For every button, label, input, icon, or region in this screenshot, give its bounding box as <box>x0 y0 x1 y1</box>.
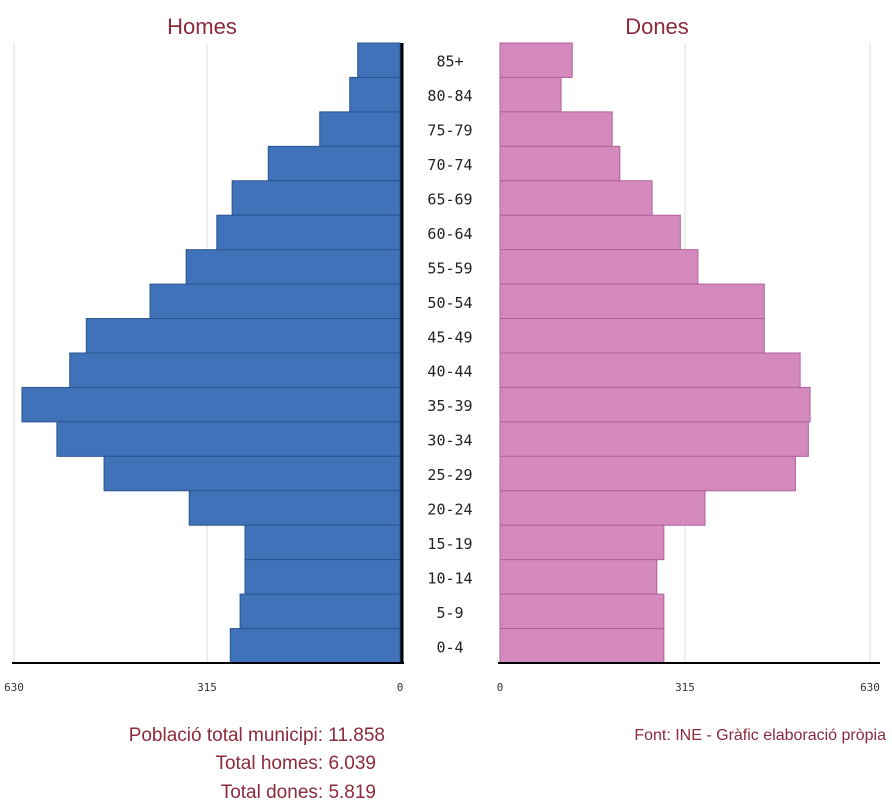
bar <box>499 455 796 492</box>
category-label: 20-24 <box>427 501 472 519</box>
note: Total dones: 5.819 <box>221 782 376 803</box>
bar <box>69 352 401 388</box>
bar <box>349 76 401 113</box>
bar <box>499 214 681 251</box>
category-label: 15-19 <box>427 535 472 553</box>
category-label: 75-79 <box>427 122 472 140</box>
source: Font: INE - Gràfic elaboració pròpia <box>634 727 886 744</box>
bar <box>185 249 401 285</box>
bar <box>499 628 665 664</box>
bar <box>499 145 621 182</box>
bar <box>499 318 765 354</box>
category-label: 35-39 <box>427 397 472 415</box>
x-tick-label: 630 <box>4 681 24 694</box>
bar <box>499 593 665 630</box>
bar <box>319 111 401 147</box>
category-label: 25-29 <box>427 466 472 484</box>
bar <box>499 524 665 561</box>
x-tick-label: 630 <box>860 681 880 694</box>
bar <box>85 318 401 354</box>
x-tick-label: 0 <box>397 681 404 694</box>
bar <box>229 628 401 664</box>
bar <box>357 42 401 78</box>
bar <box>499 180 653 216</box>
bar <box>499 559 658 595</box>
left-title: Homes <box>167 14 237 39</box>
category-label: 45-49 <box>427 328 472 346</box>
category-label: 70-74 <box>427 156 472 174</box>
bar <box>499 490 706 526</box>
category-label: 30-34 <box>427 432 472 450</box>
bar <box>149 283 401 320</box>
right-title: Dones <box>625 14 689 39</box>
bar <box>499 421 809 457</box>
category-label: 60-64 <box>427 225 472 243</box>
category-label: 55-59 <box>427 259 472 277</box>
category-label: 85+ <box>436 53 463 71</box>
bar <box>244 559 401 595</box>
bar <box>56 421 401 457</box>
bar <box>267 145 401 182</box>
category-label: 5-9 <box>436 604 463 622</box>
bar <box>499 111 613 147</box>
category-label: 80-84 <box>427 87 472 105</box>
bar <box>499 249 699 285</box>
bar <box>188 490 401 526</box>
bar <box>239 593 401 630</box>
category-label: 0-4 <box>436 638 463 656</box>
bar <box>499 42 573 78</box>
bar <box>231 180 401 216</box>
bar <box>499 283 765 320</box>
category-label: 10-14 <box>427 569 472 587</box>
bar <box>499 386 811 423</box>
category-label: 65-69 <box>427 191 472 209</box>
x-tick-label: 315 <box>675 681 695 694</box>
category-label: 50-54 <box>427 294 472 312</box>
bar <box>244 524 401 561</box>
bar <box>499 76 562 113</box>
x-tick-label: 0 <box>497 681 504 694</box>
bar <box>103 455 401 492</box>
bar <box>499 352 801 388</box>
bar <box>21 386 401 423</box>
category-label: 40-44 <box>427 363 472 381</box>
x-tick-label: 315 <box>197 681 217 694</box>
note: Total homes: 6.039 <box>215 753 376 774</box>
bar <box>216 214 401 251</box>
note: Població total municipi: 11.858 <box>129 725 385 746</box>
